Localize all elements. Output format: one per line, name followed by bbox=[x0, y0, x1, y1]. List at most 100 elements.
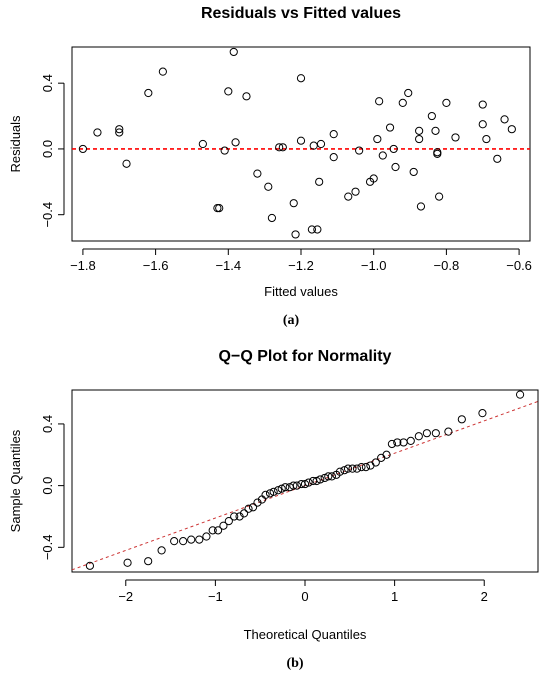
data-point bbox=[366, 461, 375, 470]
data-point bbox=[316, 139, 326, 149]
data-point bbox=[289, 199, 298, 208]
data-point bbox=[315, 177, 324, 186]
plot-frame bbox=[71, 389, 539, 573]
data-point bbox=[375, 97, 384, 106]
data-point bbox=[215, 204, 224, 213]
data-point bbox=[414, 432, 423, 441]
data-point bbox=[404, 88, 413, 98]
data-point bbox=[231, 138, 240, 147]
data-point bbox=[208, 526, 217, 535]
data-point bbox=[351, 187, 360, 196]
data-point bbox=[409, 167, 418, 177]
data-point bbox=[340, 466, 349, 475]
y-tick-label: −0.4 bbox=[40, 534, 55, 560]
data-point bbox=[278, 143, 287, 152]
data-point bbox=[253, 169, 262, 178]
data-point bbox=[433, 149, 442, 158]
data-point bbox=[371, 458, 380, 467]
data-point bbox=[78, 144, 88, 154]
data-point bbox=[478, 100, 487, 109]
data-point bbox=[389, 144, 398, 154]
y-axis-label: Residuals bbox=[8, 115, 23, 173]
data-point bbox=[373, 134, 382, 144]
data-point bbox=[422, 429, 431, 438]
data-point bbox=[507, 125, 516, 134]
data-point bbox=[500, 115, 509, 124]
chart-panel-b: Q−Q Plot for Normality −2 −1 0 1 2 −0.4 0.0 0.4 T… bbox=[8, 348, 539, 671]
data-point bbox=[391, 162, 400, 172]
data-point bbox=[393, 438, 402, 447]
data-point bbox=[324, 472, 333, 481]
y-tick-label: 0.0 bbox=[40, 477, 55, 495]
data-point bbox=[329, 130, 338, 139]
data-point bbox=[348, 464, 357, 473]
x-tick-label: −1.2 bbox=[288, 258, 314, 273]
data-point bbox=[289, 481, 298, 490]
data-point bbox=[427, 111, 436, 121]
figure-caption: (b) bbox=[286, 656, 303, 671]
data-point bbox=[170, 537, 179, 546]
data-point bbox=[144, 88, 153, 98]
data-point bbox=[123, 558, 132, 567]
data-point bbox=[230, 512, 239, 521]
data-point bbox=[444, 427, 453, 436]
data-point bbox=[361, 463, 371, 472]
data-point bbox=[195, 535, 204, 544]
data-point bbox=[274, 486, 283, 495]
data-point bbox=[264, 182, 273, 191]
data-point bbox=[275, 143, 284, 152]
data-point bbox=[478, 120, 487, 129]
data-point bbox=[387, 439, 397, 449]
x-axis-label: Theoretical Quantiles bbox=[244, 627, 367, 642]
data-point bbox=[451, 133, 460, 142]
data-point bbox=[478, 409, 487, 418]
x-tick-label: 0 bbox=[301, 589, 308, 604]
data-point bbox=[157, 546, 166, 555]
y-tick-label: 0.0 bbox=[40, 140, 55, 158]
data-point bbox=[115, 128, 124, 137]
data-point bbox=[220, 146, 229, 155]
data-point bbox=[307, 225, 317, 234]
data-point bbox=[316, 475, 325, 484]
data-point bbox=[406, 436, 415, 445]
data-point bbox=[493, 154, 502, 163]
data-point bbox=[93, 128, 102, 137]
data-point bbox=[224, 87, 233, 96]
data-point bbox=[202, 532, 211, 541]
data-point bbox=[398, 98, 407, 107]
data-point bbox=[229, 47, 238, 57]
y-tick-label: 0.4 bbox=[40, 74, 55, 92]
data-point bbox=[300, 479, 310, 489]
data-point bbox=[213, 526, 223, 535]
data-point bbox=[329, 153, 338, 162]
data-point bbox=[431, 429, 440, 438]
data-point bbox=[198, 139, 207, 149]
x-tick-label: 2 bbox=[481, 589, 488, 604]
data-point bbox=[343, 464, 353, 473]
chart-title: Residuals vs Fitted values bbox=[201, 5, 401, 22]
data-point bbox=[382, 450, 391, 459]
data-point bbox=[457, 415, 466, 424]
data-point bbox=[377, 453, 386, 462]
data-point bbox=[244, 504, 253, 513]
y-tick-label: 0.4 bbox=[40, 415, 55, 433]
data-point bbox=[239, 509, 249, 518]
data-point bbox=[482, 134, 491, 144]
data-point bbox=[267, 213, 277, 223]
data-point bbox=[296, 74, 306, 83]
data-point bbox=[85, 561, 95, 570]
plot-frame bbox=[71, 46, 531, 242]
data-point bbox=[242, 92, 251, 101]
data-point bbox=[277, 484, 286, 493]
data-point bbox=[158, 67, 167, 76]
data-point bbox=[515, 390, 525, 399]
data-point bbox=[416, 202, 426, 211]
data-point bbox=[304, 478, 313, 487]
x-tick-label: −2 bbox=[118, 589, 133, 604]
data-point bbox=[144, 557, 153, 566]
data-point bbox=[415, 134, 424, 144]
data-point bbox=[335, 467, 345, 476]
data-point bbox=[312, 476, 321, 486]
x-tick-label: −0.8 bbox=[434, 258, 460, 273]
x-axis-label: Fitted values bbox=[264, 284, 338, 299]
